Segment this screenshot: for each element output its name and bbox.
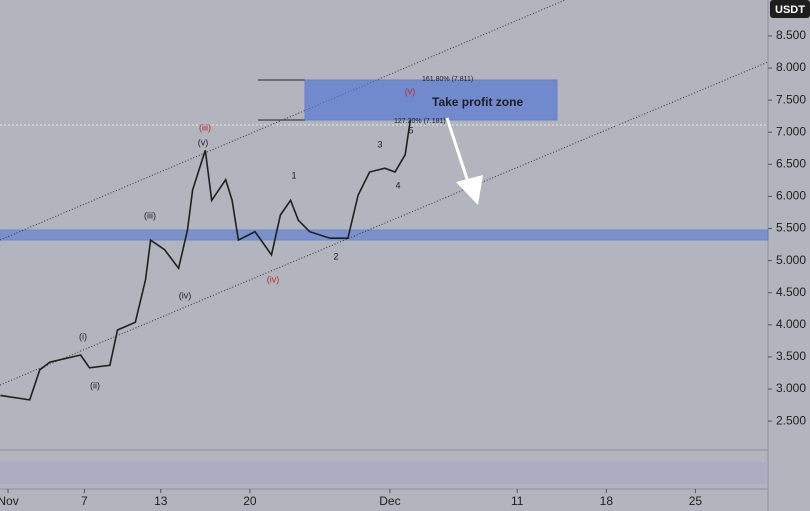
y-tick-label: 5.000 — [776, 253, 806, 267]
annotation: 1 — [291, 170, 296, 180]
y-tick-label: 3.000 — [776, 381, 806, 395]
y-tick-label: 8.000 — [776, 60, 806, 74]
trend-line — [0, 61, 769, 386]
annotation: (iv) — [267, 274, 280, 284]
arrow-head — [456, 175, 483, 205]
y-tick-label: 4.500 — [776, 285, 806, 299]
x-tick-label: 7 — [81, 494, 88, 508]
currency-badge — [770, 0, 810, 18]
annotation: 127.20% (7.181) — [394, 118, 446, 125]
annotation: (i) — [79, 331, 87, 341]
y-tick-label: 8.500 — [776, 28, 806, 42]
annotation: (ii) — [90, 380, 100, 390]
arrow — [445, 117, 470, 183]
annotation: (v) — [405, 86, 416, 96]
annotation: 4 — [395, 180, 400, 190]
annotation: 3 — [377, 139, 382, 149]
y-tick-label: 5.500 — [776, 221, 806, 235]
support-zone — [0, 229, 769, 241]
take-profit-box — [304, 79, 558, 121]
annotation: 2 — [333, 251, 338, 261]
price-line — [0, 119, 412, 401]
x-tick-label: 11 — [511, 494, 524, 508]
currency: USDT — [775, 4, 805, 16]
annotation: (v) — [198, 137, 209, 147]
y-tick-label: 2.500 — [776, 413, 806, 427]
x-tick-label: 20 — [243, 494, 257, 508]
x-tick-label: Dec — [379, 494, 400, 508]
annotation: 161.80% (7.811) — [422, 76, 473, 83]
annotation: (iv) — [179, 290, 192, 300]
x-tick-label: 13 — [154, 494, 168, 508]
y-tick-label: 3.500 — [776, 349, 806, 363]
x-tick-label: Nov — [0, 494, 19, 508]
annotation: Take profit zone — [432, 95, 523, 109]
y-tick-label: 6.500 — [776, 157, 806, 171]
annotation: (iii) — [199, 122, 211, 132]
y-tick-label: 7.000 — [776, 124, 806, 138]
x-tick-label: 25 — [689, 494, 703, 508]
y-tick-label: 7.500 — [776, 92, 806, 106]
annotation: (iii) — [144, 210, 156, 220]
annotation: 5 — [408, 125, 413, 135]
y-tick-label: 6.000 — [776, 189, 806, 203]
oscillator-band — [0, 462, 768, 484]
y-tick-label: 4.000 — [776, 317, 806, 331]
x-tick-label: 18 — [600, 494, 614, 508]
